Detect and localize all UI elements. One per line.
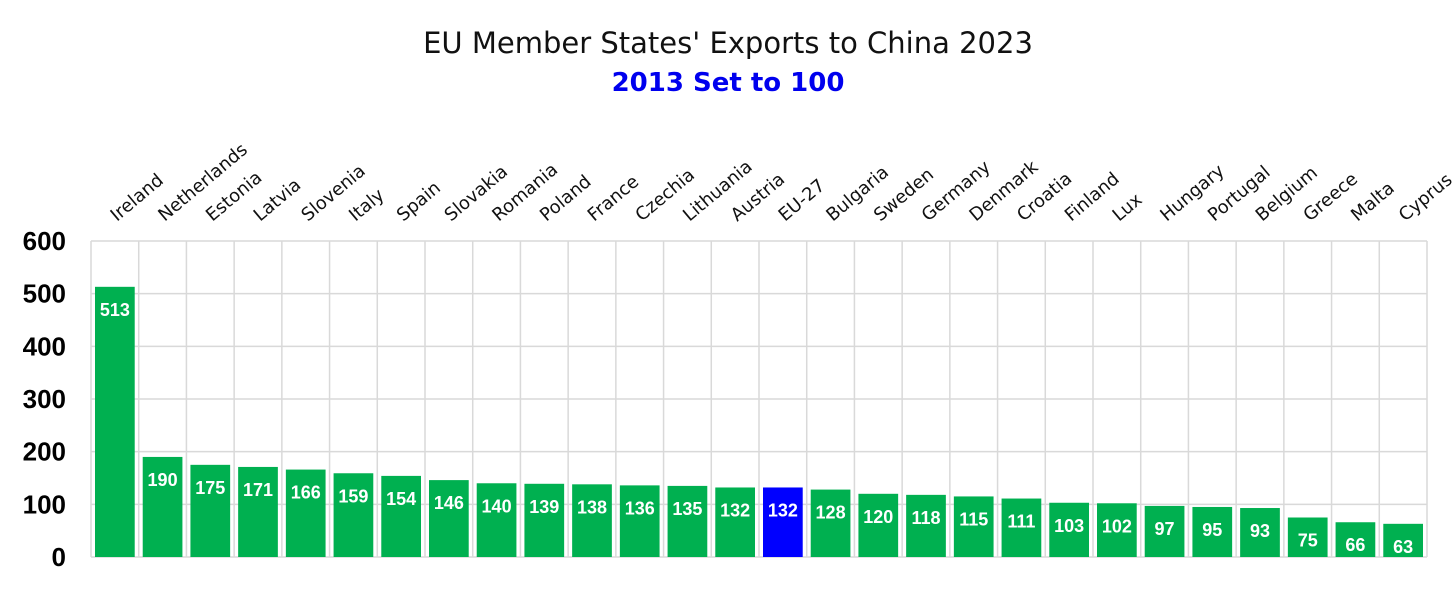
data-label: 175 xyxy=(195,478,225,498)
data-label: 190 xyxy=(148,470,178,490)
data-label: 159 xyxy=(338,486,368,506)
x-category-label: Cyprus xyxy=(1395,169,1456,225)
bar xyxy=(333,473,374,557)
bar xyxy=(524,483,565,557)
data-label: 111 xyxy=(1007,512,1035,532)
bar xyxy=(763,487,803,557)
y-tick-label: 200 xyxy=(23,437,66,467)
x-category-label: Lux xyxy=(1109,189,1147,226)
bar xyxy=(1383,523,1423,557)
x-category-label: France xyxy=(584,171,643,226)
bar xyxy=(238,466,278,557)
bar xyxy=(572,484,612,557)
data-label: 132 xyxy=(720,500,750,520)
y-tick-label: 0 xyxy=(52,542,66,572)
bar xyxy=(476,483,517,557)
data-label: 93 xyxy=(1250,521,1270,541)
data-label: 95 xyxy=(1202,520,1222,540)
data-label: 103 xyxy=(1054,516,1084,536)
data-label: 132 xyxy=(768,500,798,520)
data-label: 154 xyxy=(386,489,416,509)
data-label: 115 xyxy=(959,509,988,529)
chart-title: EU Member States' Exports to China 2023 xyxy=(423,26,1033,60)
y-tick-label: 100 xyxy=(23,489,66,519)
bar xyxy=(1049,502,1089,557)
bar xyxy=(1192,506,1233,557)
bar xyxy=(1335,522,1376,557)
x-category-label: Ireland xyxy=(107,170,168,226)
data-label: 135 xyxy=(672,499,702,519)
bar xyxy=(1287,517,1328,557)
y-tick-label: 400 xyxy=(23,331,66,361)
bar xyxy=(667,485,708,557)
data-label: 166 xyxy=(291,483,321,503)
bar xyxy=(381,475,421,557)
y-tick-label: 300 xyxy=(23,384,66,414)
bar xyxy=(190,464,231,557)
bar xyxy=(1240,508,1280,557)
data-labels: 513 190 175 171 166 159 154 146 140 139 138 136 135 1… xyxy=(100,300,1413,557)
bar xyxy=(906,494,946,557)
data-label: 140 xyxy=(482,496,512,516)
data-label: 120 xyxy=(863,507,893,527)
bar xyxy=(619,485,660,557)
bar xyxy=(858,493,899,557)
bar xyxy=(810,489,851,557)
grid-lines xyxy=(90,240,1428,558)
bar xyxy=(1144,505,1185,557)
bar xyxy=(1001,498,1042,557)
data-label: 75 xyxy=(1298,531,1318,551)
bar xyxy=(715,487,755,557)
data-label: 139 xyxy=(529,497,559,517)
bar xyxy=(953,496,994,557)
data-label: 63 xyxy=(1393,537,1413,557)
data-label: 146 xyxy=(434,493,464,513)
bars xyxy=(95,286,1423,557)
data-label: 128 xyxy=(816,503,846,523)
data-label: 136 xyxy=(625,498,655,518)
data-label: 171 xyxy=(243,480,273,500)
data-label: 97 xyxy=(1155,519,1175,539)
bar xyxy=(142,456,183,557)
y-axis-ticks: 0 100 200 300 400 500 600 xyxy=(23,226,66,572)
chart-subtitle: 2013 Set to 100 xyxy=(611,68,845,98)
bar xyxy=(429,480,469,557)
x-axis-categories: IrelandNetherlandsEstoniaLatviaSloveniaI… xyxy=(107,139,1456,226)
y-tick-label: 600 xyxy=(23,226,66,256)
x-category-label: Spain xyxy=(393,177,445,225)
data-label: 118 xyxy=(911,508,940,528)
data-label: 138 xyxy=(577,497,607,517)
data-label: 66 xyxy=(1345,535,1365,555)
bar xyxy=(95,286,135,557)
bar xyxy=(1097,503,1137,557)
bar xyxy=(285,469,326,557)
data-label: 513 xyxy=(100,300,130,320)
data-label: 102 xyxy=(1102,516,1132,536)
y-tick-label: 500 xyxy=(23,279,66,309)
